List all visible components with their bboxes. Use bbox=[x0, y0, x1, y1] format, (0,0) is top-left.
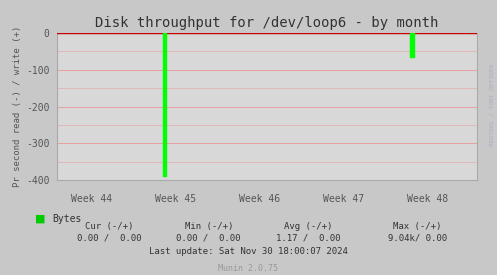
Text: RRDTOOL / TOBI OETIKER: RRDTOOL / TOBI OETIKER bbox=[490, 63, 495, 146]
Text: Max (-/+): Max (-/+) bbox=[393, 222, 442, 231]
Text: 9.04k/ 0.00: 9.04k/ 0.00 bbox=[388, 233, 447, 242]
Text: Week 44: Week 44 bbox=[72, 194, 113, 204]
Text: Week 47: Week 47 bbox=[324, 194, 365, 204]
Text: Week 46: Week 46 bbox=[240, 194, 281, 204]
Y-axis label: Pr second read (-) / write (+): Pr second read (-) / write (+) bbox=[13, 26, 22, 187]
Text: 1.17 /  0.00: 1.17 / 0.00 bbox=[276, 233, 340, 242]
Text: Munin 2.0.75: Munin 2.0.75 bbox=[219, 264, 278, 273]
Text: 0.00 /  0.00: 0.00 / 0.00 bbox=[176, 233, 241, 242]
Text: 0.00 /  0.00: 0.00 / 0.00 bbox=[77, 233, 142, 242]
Text: Last update: Sat Nov 30 18:00:07 2024: Last update: Sat Nov 30 18:00:07 2024 bbox=[149, 247, 348, 256]
Text: Bytes: Bytes bbox=[52, 214, 82, 224]
Text: Week 48: Week 48 bbox=[408, 194, 449, 204]
Text: Min (-/+): Min (-/+) bbox=[184, 222, 233, 231]
Text: Cur (-/+): Cur (-/+) bbox=[85, 222, 134, 231]
Title: Disk throughput for /dev/loop6 - by month: Disk throughput for /dev/loop6 - by mont… bbox=[95, 16, 439, 31]
Text: Week 45: Week 45 bbox=[156, 194, 197, 204]
Text: Avg (-/+): Avg (-/+) bbox=[284, 222, 332, 231]
Text: ■: ■ bbox=[35, 214, 45, 224]
